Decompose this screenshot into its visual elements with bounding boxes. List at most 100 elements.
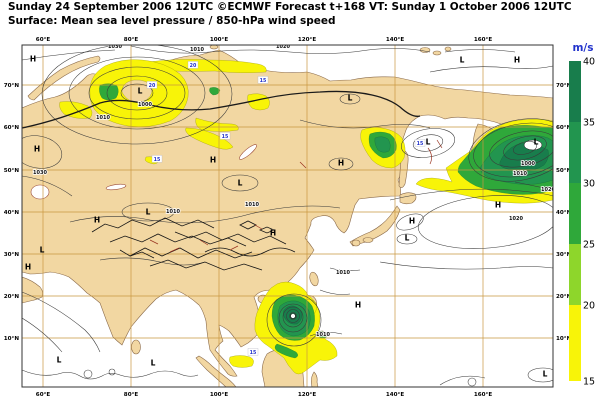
terrain-contour — [239, 220, 257, 230]
map-frame — [21, 44, 554, 388]
wind-core-bering — [499, 142, 549, 172]
isobar — [99, 257, 206, 266]
isobar-typhoon — [278, 303, 308, 333]
wind-value-label: 15 — [260, 78, 267, 84]
bering-cyclone-eye — [523, 139, 543, 151]
lon-label-bottom: 60°E — [36, 392, 51, 398]
isobar — [221, 174, 259, 192]
pressure-center-L: L — [348, 94, 353, 103]
wind-yellow-west-spur — [59, 101, 93, 119]
isobar-typhoon — [282, 306, 304, 328]
terrain-contour-red — [199, 239, 209, 246]
terrain-contour — [119, 249, 155, 259]
legend-unit-label: m/s — [572, 42, 593, 54]
land-eurasia — [22, 49, 553, 377]
legend-band-25-30 — [569, 183, 581, 244]
isobar — [379, 261, 553, 270]
pressure-center-H: H — [34, 145, 40, 154]
wind-label-box — [219, 132, 231, 140]
isobar — [468, 118, 553, 182]
wind-label-box — [151, 155, 163, 163]
isobar — [22, 317, 63, 353]
title-line-2: Surface: Mean sea level pressure / 850-h… — [8, 14, 336, 27]
island-sumatra — [195, 355, 237, 387]
pressure-center-L: L — [534, 138, 539, 147]
terrain-contour-red — [427, 147, 432, 165]
lon-label-top: 160°E — [474, 37, 492, 43]
terrain-contour-red — [254, 224, 263, 230]
wind-green-nw-2 — [209, 87, 221, 96]
lake-baikal — [239, 144, 257, 160]
wind-label-box — [146, 81, 158, 89]
isobar — [396, 233, 418, 245]
wind-label-box — [414, 139, 426, 147]
isobar-typhoon — [289, 312, 297, 320]
pressure-center-H: H — [30, 55, 36, 64]
isobar — [412, 134, 444, 152]
island-shikoku — [362, 237, 374, 243]
pressure-center-L: L — [543, 370, 548, 379]
isobar — [489, 130, 553, 168]
legend-tick-label: 25 — [583, 240, 595, 251]
lat-label-right: 10°N — [556, 336, 572, 342]
pressure-center-H: H — [25, 263, 31, 272]
isobar — [130, 45, 431, 54]
wind-shading-layer — [59, 59, 553, 375]
pressure-center-H: H — [210, 156, 216, 165]
lat-label-left: 30°N — [4, 252, 20, 258]
isobar — [22, 49, 116, 61]
island-srilanka — [131, 339, 141, 355]
island-honshu — [349, 205, 401, 247]
lat-label-right: 70°N — [556, 83, 572, 89]
legend-tick-label: 20 — [583, 301, 595, 312]
isobar-value-label: 1020 — [509, 216, 523, 222]
isobar — [299, 119, 431, 129]
isobar — [88, 66, 186, 120]
isobar-value-label: 1010 — [513, 171, 527, 177]
lake-aral — [30, 184, 50, 200]
pressure-center-H: H — [338, 159, 344, 168]
wind-value-label: 15 — [417, 141, 424, 147]
wind-label-box — [187, 61, 199, 69]
terrain-layer — [91, 139, 443, 271]
axis-label-layer: 60°E 60°E 80°E 80°E 100°E 100°E 120°E 120°E 140°… — [4, 37, 572, 398]
isobar-value-label: 1010 — [316, 332, 330, 338]
isobar — [22, 291, 101, 353]
legend-tick-label: 30 — [583, 179, 595, 190]
wind-green-sliver-sw — [274, 343, 298, 359]
pressure-center-H: H — [355, 301, 361, 310]
isobar — [22, 135, 63, 169]
isobar-value-label: 1000 — [521, 161, 535, 167]
chart-titles: Sunday 24 September 2006 12UTC ©ECMWF Fo… — [8, 1, 572, 28]
isobar — [328, 157, 354, 171]
lon-label-bottom: 100°E — [210, 392, 228, 398]
wind-label-box — [247, 348, 259, 356]
contour-label-layer: 1030 1010 1020 1000 1010 1030 1010 1010 1010 1020… — [32, 45, 553, 339]
terrain-contour-red — [299, 161, 307, 169]
terrain-contour — [174, 231, 287, 245]
lon-label-bottom: 140°E — [386, 392, 404, 398]
isobar-1000-thick — [22, 90, 421, 129]
isobar-value-label: 1030 — [33, 170, 47, 176]
pressure-center-H: H — [94, 216, 100, 225]
isobar — [329, 267, 361, 271]
pressure-center-L: L — [460, 56, 465, 65]
lon-label-top: 120°E — [298, 37, 316, 43]
wind-value-label: 15 — [250, 350, 257, 356]
title-line-1: Sunday 24 September 2006 12UTC ©ECMWF Fo… — [8, 1, 572, 13]
terrain-contour — [129, 247, 253, 259]
isobar — [121, 202, 175, 222]
lat-label-left: 20°N — [4, 294, 20, 300]
terrain-contour — [258, 226, 276, 234]
wind-green-nw-1 — [99, 83, 119, 101]
wind-value-label: 20 — [149, 83, 156, 89]
terrain-contour — [204, 247, 296, 257]
legend-tick-label: 15 — [583, 377, 595, 388]
isobar — [503, 135, 547, 161]
isobar — [473, 122, 553, 178]
legend-colorbar: 40 35 30 25 20 15 — [569, 57, 595, 388]
terrain-contour-red — [169, 247, 180, 253]
isobar — [41, 45, 233, 145]
lat-label-left: 60°N — [4, 125, 20, 131]
